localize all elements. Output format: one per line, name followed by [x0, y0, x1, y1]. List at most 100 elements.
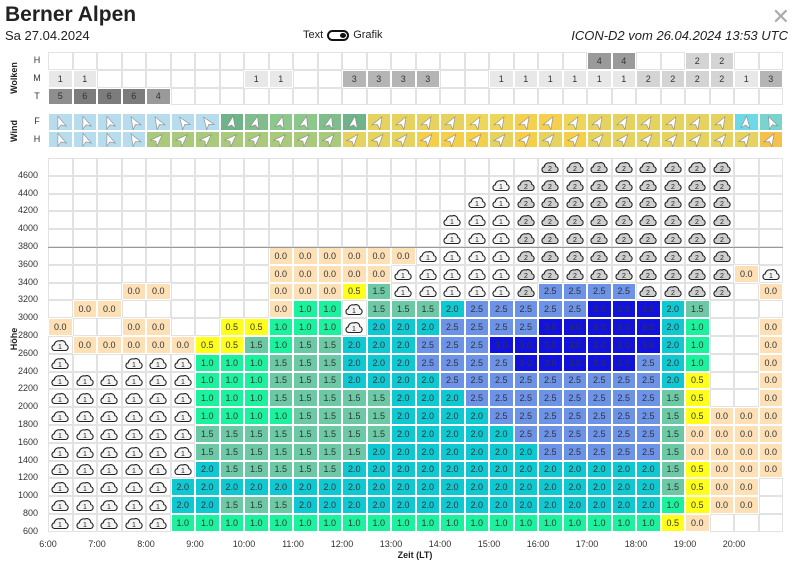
thermal-cell: 0.0 — [734, 478, 759, 497]
thermal-value: 1.5 — [347, 411, 361, 422]
thermal-value: 1.5 — [666, 393, 679, 404]
thermal-cell: 0.0 — [734, 425, 759, 443]
thermal-cell: 1.5 — [268, 425, 293, 443]
text-graphic-switch[interactable] — [327, 29, 350, 41]
cloud-cell — [709, 87, 734, 105]
svg-text:1: 1 — [181, 433, 185, 440]
close-icon[interactable]: ✕ — [771, 4, 790, 29]
cloud-level-2-icon: 2 — [664, 233, 682, 245]
cloud-cell — [219, 70, 244, 88]
height-tick-label: 2200 — [17, 383, 38, 394]
thermal-value: 2.5 — [494, 411, 508, 422]
wind-arrow-icon — [321, 133, 335, 148]
svg-text:2: 2 — [720, 290, 724, 297]
svg-text:2: 2 — [720, 184, 724, 191]
empty-cell — [146, 300, 171, 319]
cloud-cell — [587, 87, 612, 105]
thermal-cell: 2.0 — [366, 318, 391, 336]
cloud-level-1-icon: 1 — [100, 500, 118, 512]
thermal-cell: 2.0 — [366, 478, 391, 497]
thermal-value: 1.0 — [249, 517, 263, 528]
svg-text:1: 1 — [499, 290, 503, 297]
wind-cell — [513, 130, 538, 148]
empty-cell — [97, 193, 122, 212]
thermal-value: 2.5 — [568, 446, 581, 457]
view-toggle[interactable]: Text Grafik — [303, 29, 383, 41]
wind-cell — [48, 130, 73, 148]
cloud-level-2-icon: 2 — [639, 197, 657, 209]
region-title: Berner Alpen — [5, 3, 137, 26]
thermal-cell: 2.5 — [464, 336, 489, 354]
empty-cell — [391, 193, 416, 212]
cloud-cell: 2 — [538, 158, 563, 176]
thermal-cell: 1.0 — [391, 514, 416, 532]
thermal-cell: 1.5 — [366, 282, 391, 301]
empty-cell — [268, 211, 293, 230]
thermal-cell: 2.0 — [489, 496, 514, 514]
cloud-cell — [415, 87, 440, 105]
thermal-cell: 2.0 — [391, 478, 416, 497]
svg-text:1: 1 — [401, 290, 405, 297]
cloud-cell: 1 — [734, 70, 759, 88]
thermal-value: 0.5 — [690, 375, 704, 386]
cloud-level-2-icon: 2 — [664, 286, 682, 298]
cloud-cell: 2 — [562, 158, 587, 176]
wind-cell — [660, 113, 685, 131]
empty-cell — [415, 229, 440, 247]
cloud-cell: 2 — [587, 193, 612, 212]
thermal-cell: 0.5 — [342, 282, 367, 301]
cloud-cell: 2 — [513, 282, 538, 301]
svg-text:2: 2 — [524, 290, 528, 297]
toggle-label-text[interactable]: Text — [303, 29, 324, 41]
thermal-cell: 2.0 — [489, 442, 514, 461]
thermal-cell: 2.5 — [513, 389, 538, 408]
cloud-level-2-icon: 2 — [615, 197, 633, 209]
time-tick-label: 11:00 — [282, 539, 304, 549]
cloud-cell: 2 — [709, 70, 734, 88]
thermal-cell: 2.0 — [342, 371, 367, 390]
empty-cell — [758, 158, 783, 176]
svg-text:2: 2 — [622, 273, 626, 280]
thermal-value: 2.5 — [641, 393, 655, 404]
thermal-value: 2.0 — [347, 339, 361, 350]
thermal-cell: 2.0 — [587, 478, 612, 497]
empty-cell — [293, 193, 318, 212]
wind-cell — [562, 113, 587, 131]
thermal-value: 3.0 — [641, 304, 655, 315]
cloud-cell: 1 — [170, 460, 195, 479]
thermal-value: 2.0 — [225, 482, 238, 493]
thermal-cell: 3.0 — [562, 318, 587, 336]
empty-cell — [48, 158, 73, 176]
wind-arrow-icon — [57, 115, 68, 130]
time-tick-label: 17:00 — [575, 539, 599, 549]
thermal-value: 2.0 — [347, 500, 361, 511]
toggle-label-graphic[interactable]: Grafik — [353, 29, 383, 41]
cloud-cell: 2 — [562, 247, 587, 265]
cloud-level-1-icon: 1 — [443, 268, 461, 280]
thermal-cell: 0.0 — [170, 336, 195, 354]
svg-text:1: 1 — [156, 397, 160, 404]
cloud-cell: 2 — [513, 193, 538, 212]
cloud-cell — [758, 87, 783, 105]
time-tick-label: 15:00 — [477, 539, 501, 549]
svg-text:2: 2 — [524, 184, 528, 191]
wind-cell — [97, 113, 122, 131]
cloud-level-1-icon: 1 — [100, 393, 118, 405]
thermal-value: 2.0 — [445, 411, 459, 422]
cloud-cell: 1 — [244, 70, 269, 88]
thermal-cell: 2.5 — [562, 282, 587, 301]
cloud-level-1-icon: 1 — [149, 464, 167, 476]
svg-text:2: 2 — [524, 237, 528, 244]
thermal-value: 1.5 — [298, 357, 312, 368]
thermal-value: 1.5 — [690, 304, 704, 315]
cloud-level-2-icon: 2 — [639, 233, 657, 245]
empty-cell — [195, 193, 220, 212]
cloud-level-1-icon: 1 — [100, 517, 118, 529]
cloud-cell: 2 — [685, 264, 710, 283]
svg-text:2: 2 — [720, 237, 724, 244]
thermal-cell: 2.0 — [366, 336, 391, 354]
thermal-cell: 0.0 — [734, 442, 759, 461]
thermal-cell: 2.5 — [489, 407, 514, 425]
svg-text:1: 1 — [181, 468, 185, 475]
